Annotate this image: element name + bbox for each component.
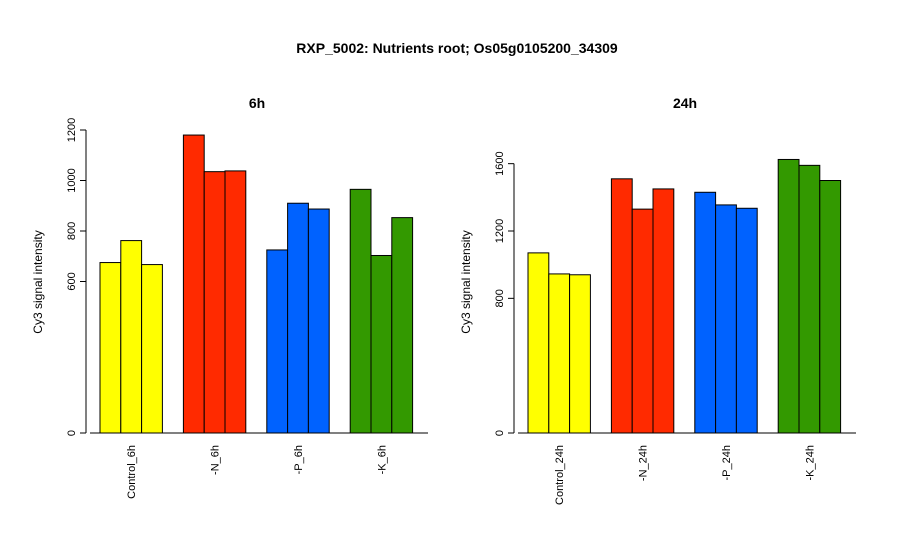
bars-group xyxy=(527,158,842,434)
bar xyxy=(715,204,737,434)
bar xyxy=(120,240,143,434)
x-tick-label: -P_6h xyxy=(293,445,305,474)
bar xyxy=(777,158,800,434)
panel-24h: 24h Cy3 signal intensity 0 800 1200 1600 Co… xyxy=(459,95,856,505)
bar xyxy=(141,264,163,434)
bars-group xyxy=(99,134,414,434)
panel-title: 24h xyxy=(673,95,697,111)
y-tick-label: 1000 xyxy=(66,168,78,192)
y-tick-label: 1200 xyxy=(494,219,506,243)
x-tick-label: Control_24h xyxy=(554,445,566,505)
bar xyxy=(287,202,309,434)
x-axis: Control_6h -N_6h -P_6h -K_6h xyxy=(90,432,428,499)
bar xyxy=(99,262,122,434)
x-axis: Control_24h -N_24h -P_24h -K_24h xyxy=(518,432,856,505)
y-tick-label: 800 xyxy=(494,289,506,307)
bar xyxy=(548,273,571,434)
bar xyxy=(182,134,205,434)
y-tick-label: 0 xyxy=(494,430,506,436)
y-tick-label: 1200 xyxy=(66,118,78,142)
panel-title: 6h xyxy=(249,95,265,111)
y-axis-label: Cy3 signal intensity xyxy=(31,230,45,333)
x-tick-label: -N_6h xyxy=(210,445,222,475)
y-axis: 0 800 1200 1600 xyxy=(494,151,515,436)
y-tick-label: 600 xyxy=(66,272,78,290)
bar xyxy=(652,188,675,434)
x-tick-label: -K_24h xyxy=(804,445,816,480)
y-tick-label: 800 xyxy=(66,222,78,240)
bar xyxy=(798,164,821,434)
bar xyxy=(266,249,289,434)
y-tick-label: 0 xyxy=(66,430,78,436)
bar xyxy=(391,217,414,434)
bar xyxy=(203,171,226,434)
y-axis-label: Cy3 signal intensity xyxy=(459,230,473,333)
bar xyxy=(370,254,393,434)
bar xyxy=(527,252,550,434)
bar xyxy=(610,178,633,434)
x-tick-label: Control_6h xyxy=(126,445,138,499)
bar xyxy=(735,207,758,434)
bar xyxy=(349,188,372,434)
bar xyxy=(631,208,654,434)
chart-title: RXP_5002: Nutrients root; Os05g0105200_3… xyxy=(296,40,618,56)
panel-6h: 6h Cy3 signal intensity 060080010001200 … xyxy=(31,95,428,499)
y-axis: 0 600 800 1000 1200 xyxy=(66,118,87,436)
bar xyxy=(569,274,591,434)
bar xyxy=(307,208,330,434)
x-tick-label: -K_6h xyxy=(376,445,388,474)
bar xyxy=(694,191,717,434)
bar xyxy=(224,170,247,434)
x-tick-label: -P_24h xyxy=(721,445,733,480)
y-tick-label: 1600 xyxy=(494,151,506,175)
x-tick-label: -N_24h xyxy=(638,445,650,481)
bar xyxy=(819,180,842,434)
